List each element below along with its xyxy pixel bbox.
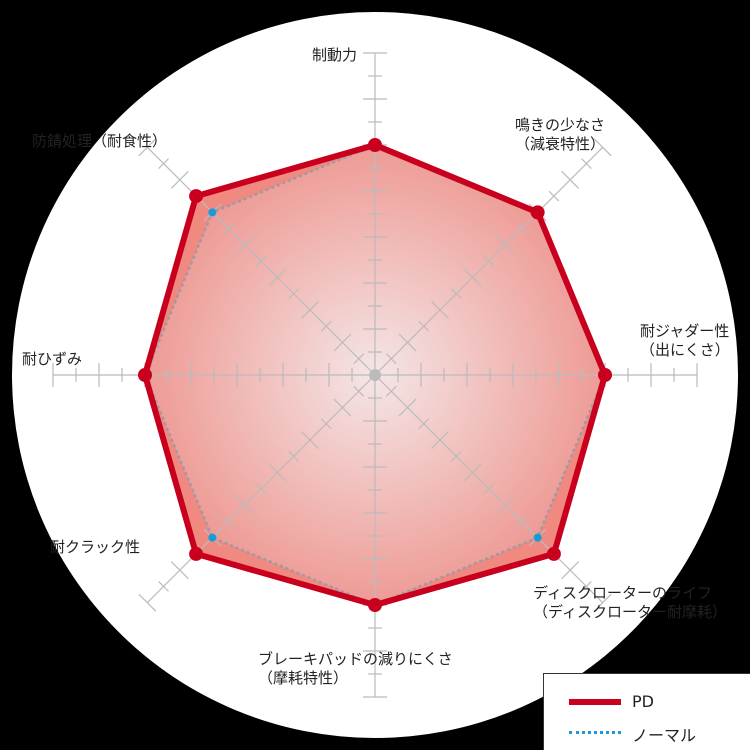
axis-tick [138,593,157,612]
legend-label-pd: PD [632,692,654,711]
center-dot [369,369,381,381]
legend-label-normal: ノーマル [632,726,697,745]
axis-tick [333,398,352,417]
axis-tick [548,190,560,202]
axis-tick [268,268,287,287]
axis-tick [320,320,332,332]
normal-point [208,533,217,542]
axis-label-distortion: 耐ひずみ [22,350,83,368]
axis-tick [483,483,495,495]
axis-tick [483,255,495,267]
pd-point [368,138,382,152]
axis-tick [496,496,515,515]
pd-point [368,598,382,612]
axis-tick [561,561,580,580]
pd-point [598,368,612,382]
axis-tick [255,255,267,267]
axis-tick [301,301,319,319]
axis-tick [515,515,527,527]
legend-swatch-pd [569,699,621,705]
axis-tick [398,398,417,417]
axis-label-corrosion: 防錆処理（耐食性） [32,132,168,150]
axis-tick [235,235,254,254]
legend-swatch-normal [569,731,621,734]
axis-tick [463,268,482,287]
axis-tick [398,333,417,352]
axis-tick [385,353,397,365]
axis-tick [431,431,449,449]
axis-tick [170,561,189,580]
axis-tick [288,450,300,462]
axis-tick [463,463,482,482]
axis-tick [581,158,592,169]
axis-tick [320,418,332,430]
axis-tick [353,385,365,397]
axis-tick [255,483,267,495]
axis-tick [301,431,319,449]
axis-tick [496,235,515,254]
normal-point [208,208,217,217]
axis-tick [170,170,189,189]
axis-tick [581,581,592,592]
axis-tick [450,288,462,300]
legend-item-pd: PD [544,690,750,714]
axis-tick [418,418,430,430]
axis-tick [223,223,235,235]
axis-tick [431,301,449,319]
axis-tick [223,515,235,527]
normal-point [533,533,542,542]
pd-point [138,368,152,382]
axis-label-crack: 耐クラック性 [50,538,141,556]
axis-tick [138,138,157,157]
axis-label-braking: 制動力 [312,46,358,64]
legend-item-normal: ノーマル [544,720,750,745]
axis-tick [333,333,352,352]
axis-tick [593,593,612,612]
legend: PD ノーマル [543,673,750,750]
axis-tick [288,288,300,300]
pd-point [189,546,204,561]
axis-tick [561,170,580,189]
axis-tick [268,463,287,482]
axis-tick [353,353,365,365]
pd-point [189,189,204,204]
pd-point [530,205,545,220]
axis-label-rotor-life: ディスクローターのライフ （ディスクローター耐摩耗） [533,584,727,621]
axis-tick [515,223,527,235]
axis-label-pad-wear: ブレーキパッドの減りにくさ （摩耗特性） [258,650,453,687]
axis-tick [158,581,169,592]
axis-tick [158,158,169,169]
axis-label-judder: 耐ジャダー性 （出にくさ） [640,322,730,359]
axis-tick [450,450,462,462]
pd-point [546,546,561,561]
axis-tick [418,320,430,332]
axis-tick [385,385,397,397]
axis-tick [593,138,612,157]
axis-tick [235,496,254,515]
axis-label-noise: 鳴きの少なさ （減衰特性） [515,116,606,153]
